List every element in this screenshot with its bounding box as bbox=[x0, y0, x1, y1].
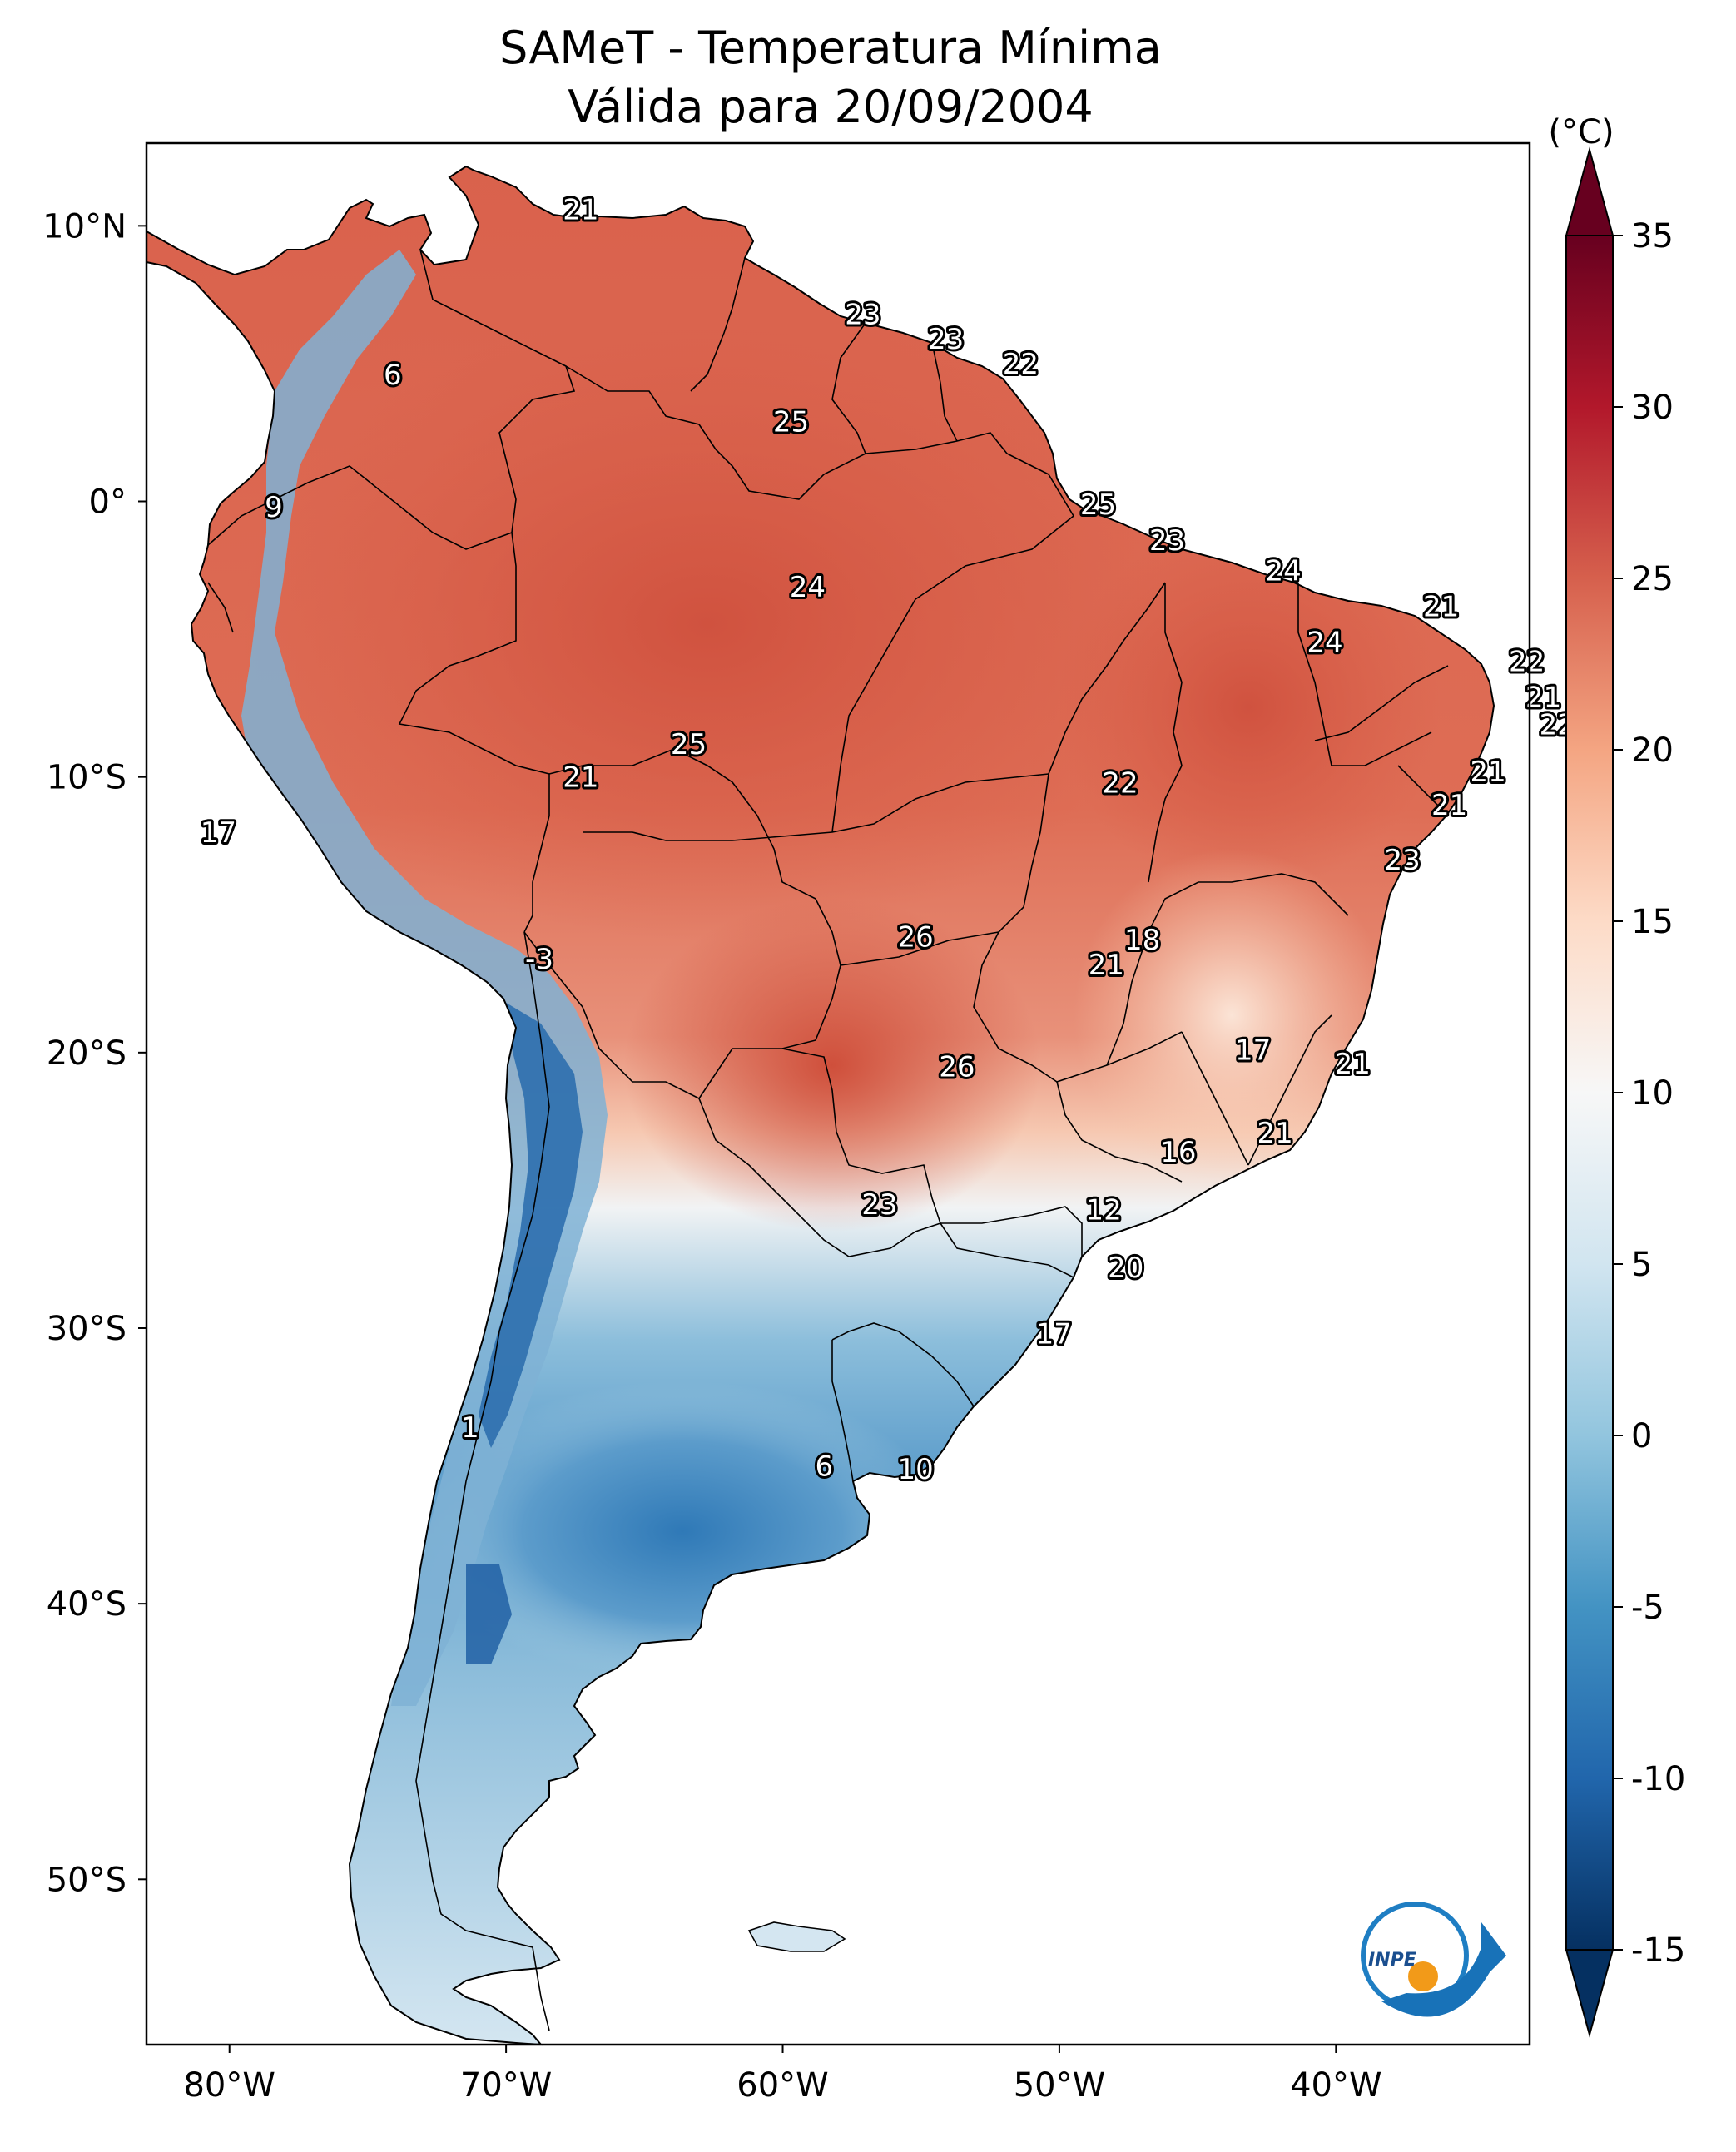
inpe-logo-text: INPE bbox=[1368, 1950, 1416, 1971]
lat-tick-label: 30°S bbox=[47, 1310, 126, 1348]
lat-tick-label: 10°S bbox=[47, 759, 126, 797]
temperature-label: 21 bbox=[1257, 1117, 1293, 1150]
lat-tick-label: 0° bbox=[89, 483, 126, 522]
temperature-label: 24 bbox=[1266, 554, 1302, 588]
latitude-ticks: 10°N 0° 10°S 20°S 30°S 40°S 50°S bbox=[42, 207, 146, 1899]
lon-tick-label: 50°W bbox=[1014, 2066, 1105, 2105]
temperature-label: 23 bbox=[928, 323, 964, 356]
lat-tick-label: 20°S bbox=[47, 1034, 126, 1073]
temperature-label: 6 bbox=[816, 1450, 834, 1484]
temperature-label: 23 bbox=[845, 298, 880, 331]
inpe-logo-dot bbox=[1408, 1961, 1438, 1991]
temperature-label: 10 bbox=[897, 1453, 933, 1486]
colorbar-tick-label: -5 bbox=[1631, 1589, 1664, 1627]
colorbar-tick-label: 0 bbox=[1631, 1417, 1652, 1455]
temperature-label: 21 bbox=[1335, 1048, 1371, 1081]
colorbar-body bbox=[1565, 235, 1614, 1951]
map-frame bbox=[145, 141, 1531, 2046]
lon-tick-label: 70°W bbox=[460, 2066, 552, 2105]
temperature-label: 21 bbox=[1525, 682, 1561, 715]
inpe-logo-swoosh bbox=[1381, 1922, 1506, 2017]
temperature-label: 26 bbox=[897, 921, 933, 955]
map-title-line1: SAMeT - Temperatura Mínima bbox=[499, 22, 1162, 74]
lat-tick-label: 10°N bbox=[42, 207, 126, 245]
temperature-label: 23 bbox=[861, 1188, 897, 1222]
temperature-label: 21 bbox=[1471, 756, 1506, 789]
colorbar: (°C) 35 30 25 20 15 10 5 0 -5 -10 -15 bbox=[1548, 113, 1685, 2038]
lon-tick-label: 60°W bbox=[737, 2066, 828, 2105]
lon-tick-label: 40°W bbox=[1290, 2066, 1381, 2105]
temperature-label: -3 bbox=[525, 943, 553, 976]
temperature-label: 25 bbox=[1080, 488, 1116, 522]
temperature-label: 25 bbox=[773, 405, 809, 439]
temperature-label: 24 bbox=[790, 571, 826, 604]
temperature-label: 17 bbox=[201, 816, 236, 850]
lat-tick-label: 40°S bbox=[47, 1585, 126, 1624]
temperature-label: 21 bbox=[1089, 949, 1124, 982]
colorbar-tick-label: 15 bbox=[1631, 903, 1674, 941]
temperature-label: 22 bbox=[1003, 348, 1039, 381]
temperature-label: 20 bbox=[1108, 1252, 1143, 1285]
colorbar-tick-label: 30 bbox=[1631, 389, 1674, 427]
colorbar-tick-label: 5 bbox=[1631, 1246, 1652, 1284]
colorbar-top-extend bbox=[1565, 146, 1614, 236]
temperature-label: 22 bbox=[1102, 766, 1138, 800]
colorbar-tick-label: -15 bbox=[1631, 1931, 1685, 1970]
longitude-ticks: 80°W 70°W 60°W 50°W 40°W bbox=[183, 2045, 1382, 2105]
temperature-label: 1 bbox=[461, 1411, 479, 1445]
temperature-label: 12 bbox=[1085, 1194, 1121, 1227]
temperature-label: 21 bbox=[563, 761, 598, 795]
colorbar-tick-label: -10 bbox=[1631, 1760, 1685, 1798]
temperature-label: 18 bbox=[1124, 924, 1160, 957]
inpe-logo: INPE bbox=[1361, 1902, 1506, 2017]
temperature-label: 23 bbox=[1149, 524, 1185, 558]
temperature-label: 21 bbox=[1423, 590, 1459, 623]
temperature-label: 9 bbox=[265, 491, 283, 524]
colorbar-tick-label: 10 bbox=[1631, 1074, 1674, 1113]
lon-tick-label: 80°W bbox=[183, 2066, 275, 2105]
temperature-label: 16 bbox=[1160, 1136, 1196, 1169]
temperature-label: 17 bbox=[1235, 1034, 1271, 1068]
colorbar-tick-label: 25 bbox=[1631, 560, 1674, 598]
temperature-label: 24 bbox=[1307, 626, 1342, 659]
temperature-label: 26 bbox=[939, 1050, 975, 1083]
temperature-label: 17 bbox=[1036, 1318, 1072, 1351]
lat-tick-label: 50°S bbox=[47, 1861, 126, 1899]
colorbar-ticks: 35 30 25 20 15 10 5 0 -5 -10 -15 bbox=[1613, 217, 1685, 1970]
temperature-label: 22 bbox=[1509, 646, 1545, 679]
temperature-label: 21 bbox=[563, 193, 598, 226]
temperature-label: 21 bbox=[1431, 789, 1467, 822]
colorbar-tick-label: 20 bbox=[1631, 731, 1674, 770]
country-borders bbox=[207, 249, 1449, 2031]
temperature-label: 25 bbox=[671, 728, 707, 761]
temperature-label: 6 bbox=[384, 359, 402, 392]
colorbar-tick-label: 35 bbox=[1631, 217, 1674, 255]
colorbar-unit: (°C) bbox=[1548, 113, 1614, 151]
temperature-label: 23 bbox=[1384, 844, 1420, 877]
colorbar-bottom-extend bbox=[1565, 1949, 1614, 2038]
map-title-line2: Válida para 20/09/2004 bbox=[568, 81, 1093, 133]
